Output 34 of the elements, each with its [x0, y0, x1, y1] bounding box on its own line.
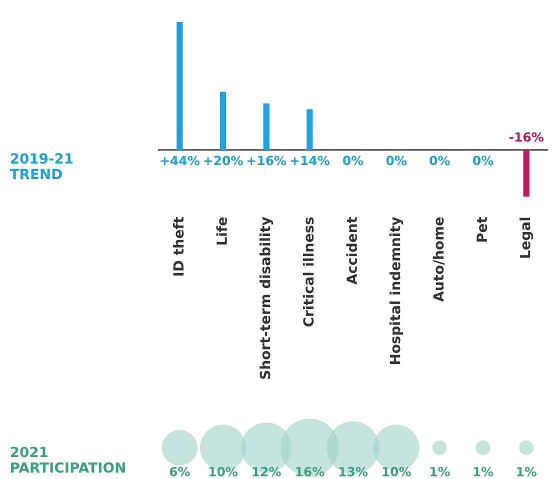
data-label: +14%	[290, 156, 330, 166]
x-tick-label: ID theft	[172, 216, 184, 276]
bar	[220, 92, 226, 150]
data-label: 16%	[296, 466, 324, 476]
data-label: 13%	[339, 466, 368, 476]
y-axis-title: 2019-21 TREND	[10, 153, 73, 180]
data-label: 12%	[252, 466, 281, 476]
text: 2021 PARTICIPATION	[10, 446, 125, 473]
data-label: 1%	[430, 466, 450, 476]
data-label: 0%	[472, 156, 494, 166]
x-tick-label: Legal	[520, 218, 534, 258]
x-tick-label: Pet	[476, 216, 488, 242]
data-label: 6%	[170, 466, 190, 476]
data-label: 1%	[517, 466, 537, 476]
bar	[176, 22, 183, 150]
data-label: 10%	[382, 466, 411, 476]
data-label: 0%	[386, 156, 407, 166]
data-label: 0%	[430, 156, 450, 166]
data-label: 10%	[209, 466, 238, 476]
x-tick-label: Short-term disability	[260, 216, 274, 379]
data-label: +44%	[160, 156, 200, 166]
x-tick-label: Auto/home	[432, 217, 445, 302]
x-tick-label: Accident	[346, 216, 358, 284]
data-label: 0%	[342, 156, 364, 166]
data-label: +16%	[247, 156, 286, 166]
data-label: 1%	[474, 466, 494, 476]
data-label: -16%	[509, 132, 544, 142]
bar	[523, 150, 530, 197]
x-tick-label: Hospital indemnity	[390, 216, 404, 364]
bar	[263, 103, 270, 150]
x-tick-label: Life	[216, 217, 228, 244]
x-tick-label: Critical illness	[302, 217, 314, 327]
data-label: +20%	[204, 156, 243, 166]
bar	[306, 109, 313, 150]
